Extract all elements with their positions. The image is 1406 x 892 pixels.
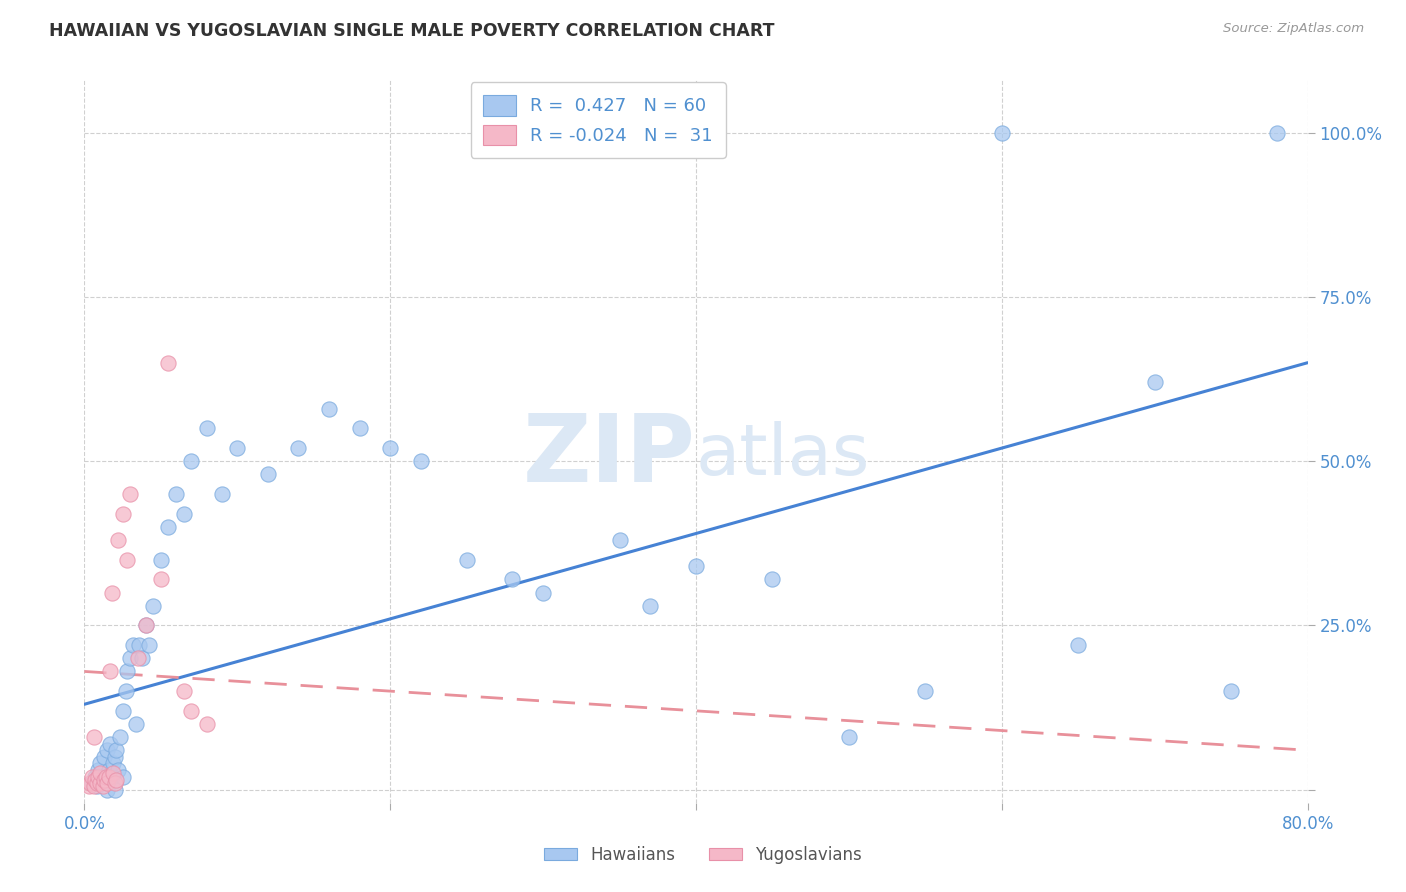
Point xyxy=(165,487,187,501)
Point xyxy=(125,717,148,731)
Point xyxy=(94,770,117,784)
Point xyxy=(115,553,138,567)
Point xyxy=(80,770,103,784)
Point xyxy=(89,766,111,780)
Point xyxy=(98,737,121,751)
Text: Source: ZipAtlas.com: Source: ZipAtlas.com xyxy=(1223,22,1364,36)
Point xyxy=(122,638,145,652)
Point xyxy=(111,704,134,718)
Point xyxy=(914,684,936,698)
Point xyxy=(195,421,218,435)
Point xyxy=(195,717,218,731)
Point xyxy=(111,507,134,521)
Point xyxy=(103,756,125,771)
Point xyxy=(1220,684,1243,698)
Point xyxy=(108,730,131,744)
Point xyxy=(531,585,554,599)
Point xyxy=(91,780,114,794)
Point xyxy=(128,638,150,652)
Point xyxy=(84,770,107,784)
Point xyxy=(83,780,105,794)
Point xyxy=(609,533,631,547)
Text: ZIP: ZIP xyxy=(523,410,696,502)
Point xyxy=(120,487,142,501)
Point xyxy=(91,770,114,784)
Point xyxy=(101,585,124,599)
Point xyxy=(89,776,111,790)
Point xyxy=(135,618,157,632)
Point xyxy=(84,772,107,787)
Point xyxy=(456,553,478,567)
Point xyxy=(86,780,108,794)
Point xyxy=(107,763,129,777)
Point xyxy=(991,126,1014,140)
Point xyxy=(105,743,128,757)
Point xyxy=(157,520,180,534)
Text: atlas: atlas xyxy=(696,422,870,491)
Point xyxy=(127,651,149,665)
Point xyxy=(104,782,127,797)
Point xyxy=(1067,638,1090,652)
Point xyxy=(87,763,110,777)
Point xyxy=(257,467,280,482)
Point xyxy=(97,763,120,777)
Point xyxy=(94,776,117,790)
Point xyxy=(114,684,136,698)
Text: HAWAIIAN VS YUGOSLAVIAN SINGLE MALE POVERTY CORRELATION CHART: HAWAIIAN VS YUGOSLAVIAN SINGLE MALE POVE… xyxy=(49,22,775,40)
Point xyxy=(211,487,233,501)
Point xyxy=(131,651,153,665)
Point xyxy=(105,772,128,787)
Point xyxy=(93,749,115,764)
Point xyxy=(502,573,524,587)
Point xyxy=(96,743,118,757)
Point xyxy=(97,770,120,784)
Legend: Hawaiians, Yugoslavians: Hawaiians, Yugoslavians xyxy=(537,839,869,871)
Y-axis label: Single Male Poverty: Single Male Poverty xyxy=(0,366,7,517)
Point xyxy=(761,573,783,587)
Point xyxy=(96,776,118,790)
Point xyxy=(838,730,860,744)
Point xyxy=(380,441,402,455)
Point xyxy=(638,599,661,613)
Point xyxy=(93,772,115,787)
Point xyxy=(1143,376,1166,390)
Point xyxy=(101,770,124,784)
Point xyxy=(89,756,111,771)
Point xyxy=(685,559,707,574)
Point xyxy=(318,401,340,416)
Point xyxy=(120,651,142,665)
Point xyxy=(107,533,129,547)
Point xyxy=(80,776,103,790)
Point xyxy=(86,776,108,790)
Point xyxy=(96,782,118,797)
Point xyxy=(1265,126,1288,140)
Point xyxy=(79,776,101,790)
Point xyxy=(104,749,127,764)
Point xyxy=(111,770,134,784)
Point xyxy=(349,421,371,435)
Point xyxy=(180,454,202,468)
Point xyxy=(138,638,160,652)
Point xyxy=(115,665,138,679)
Point xyxy=(180,704,202,718)
Point xyxy=(173,507,195,521)
Point xyxy=(409,454,432,468)
Point xyxy=(87,770,110,784)
Point xyxy=(173,684,195,698)
Point xyxy=(89,776,111,790)
Point xyxy=(104,776,127,790)
Point xyxy=(287,441,309,455)
Point xyxy=(103,766,125,780)
Point xyxy=(98,665,121,679)
Point xyxy=(135,618,157,632)
Point xyxy=(157,356,180,370)
Point xyxy=(226,441,249,455)
Point xyxy=(77,780,100,794)
Point xyxy=(149,553,172,567)
Point xyxy=(149,573,172,587)
Point xyxy=(142,599,165,613)
Point xyxy=(83,730,105,744)
Legend: R =  0.427   N = 60, R = -0.024   N =  31: R = 0.427 N = 60, R = -0.024 N = 31 xyxy=(471,82,725,158)
